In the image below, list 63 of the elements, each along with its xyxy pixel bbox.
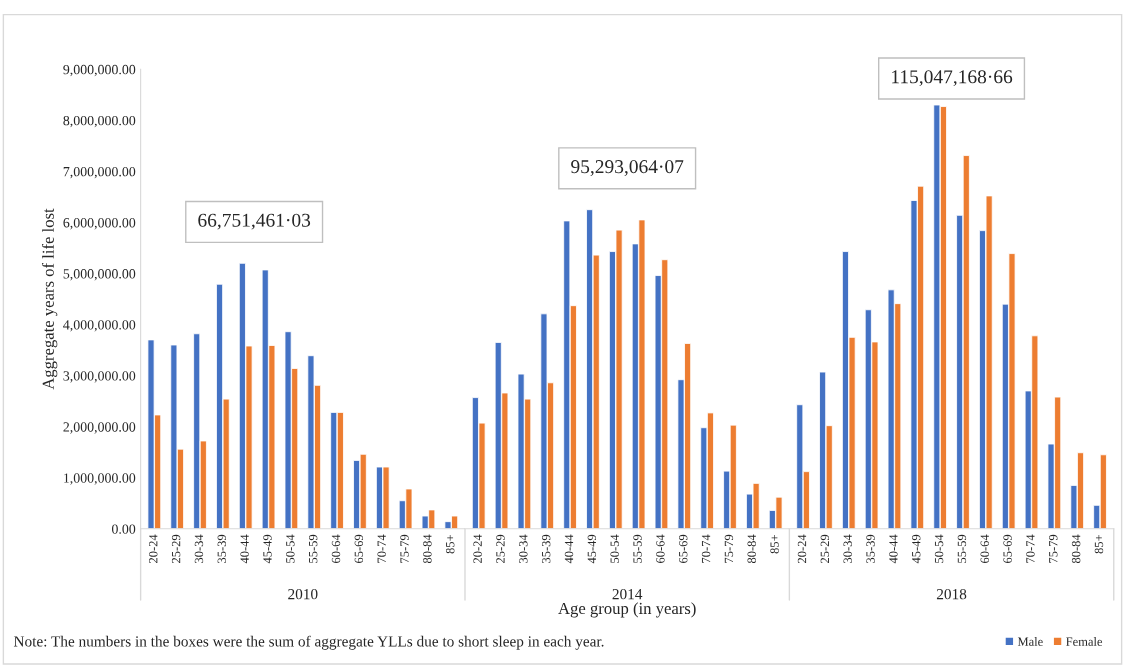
y-axis-title: Aggregate years of life lost (41, 208, 58, 390)
x-tick-label: 20-24 (473, 534, 482, 563)
x-tick-label: 35-39 (541, 534, 551, 563)
x-tick-label: 80-84 (1071, 534, 1081, 564)
x-tick-label: 50-54 (610, 534, 619, 563)
x-axis-title: 2010 (288, 588, 318, 600)
text: Age group (in years) (558, 602, 696, 618)
x-tick-label: 40-44 (889, 534, 898, 564)
x-tick-label: 65-69 (354, 534, 364, 563)
x-tick-label: 45-49 (587, 534, 597, 564)
y-tick-label: 2,000,000.00 (63, 422, 136, 434)
legend-label: Male (1017, 637, 1043, 646)
x-tick-label: 50-54 (934, 534, 944, 563)
x-tick-label: 55-59 (957, 534, 967, 563)
x-tick-label: 20-24 (149, 534, 158, 563)
y-tick-label: 6,000,000.00 (63, 218, 136, 230)
x-tick-label: 45-49 (912, 534, 921, 564)
x-tick-label: 70-74 (1026, 534, 1035, 563)
text: 66,751,461·03 (198, 213, 311, 230)
text: 95,293,064·07 (571, 160, 684, 176)
x-tick-label: 40-44 (240, 534, 249, 564)
y-tick-label: 8,000,000.00 (63, 115, 136, 128)
x-tick-label: 85+ (445, 534, 455, 554)
x-axis-title: 2018 (936, 588, 967, 600)
x-tick-label: 85+ (1094, 534, 1104, 554)
y-tick-label: 1,000,000.00 (64, 473, 136, 485)
x-tick-label: 70-74 (701, 534, 711, 563)
y-tick-label: 5,000,000.00 (63, 269, 136, 281)
x-tick-label: 50-54 (286, 534, 295, 563)
x-tick-label: 80-84 (423, 534, 432, 564)
legend-label: Female (1066, 637, 1103, 646)
x-tick-label: 60-64 (656, 534, 665, 563)
x-tick-label: 40-44 (564, 534, 574, 564)
y-tick-label: 7,000,000.00 (63, 166, 136, 179)
x-tick-label: 75-79 (400, 534, 409, 563)
y-tick-label: 9,000,000.00 (63, 64, 136, 77)
text: Note: The numbers in the boxes were the sum of aggregate YLLs due to short sleep in each year. (13, 635, 604, 650)
x-tick-label: 30-34 (843, 534, 852, 563)
x-tick-label: 30-34 (519, 534, 528, 563)
x-tick-label: 55-59 (633, 534, 642, 563)
x-tick-label: 25-29 (171, 534, 181, 563)
y-tick-label: 0.00 (111, 524, 136, 534)
x-tick-label: 55-59 (308, 534, 318, 563)
chart-title: 115,047,168·66 (892, 70, 1013, 87)
x-tick-label: 20-24 (797, 534, 807, 563)
x-tick-label: 75-79 (724, 534, 734, 563)
x-tick-label: 35-39 (217, 534, 226, 563)
y-tick-label: 3,000,000.00 (63, 371, 136, 383)
x-tick-label: 60-64 (331, 534, 341, 563)
x-tick-label: 45-49 (263, 534, 272, 564)
x-tick-label: 65-69 (1003, 534, 1012, 563)
x-tick-label: 65-69 (679, 534, 688, 563)
x-tick-label: 60-64 (980, 534, 989, 563)
x-tick-label: 25-29 (496, 534, 505, 563)
x-tick-label: 70-74 (377, 534, 386, 563)
x-tick-label: 35-39 (866, 534, 875, 563)
y-tick-label: 4,000,000.00 (63, 320, 136, 332)
x-axis-title: 2014 (612, 588, 643, 600)
x-tick-label: 75-79 (1049, 534, 1058, 563)
x-tick-label: 85+ (770, 534, 779, 554)
x-tick-label: 30-34 (194, 534, 204, 563)
x-tick-label: 80-84 (747, 534, 756, 564)
x-tick-label: 25-29 (820, 534, 830, 563)
